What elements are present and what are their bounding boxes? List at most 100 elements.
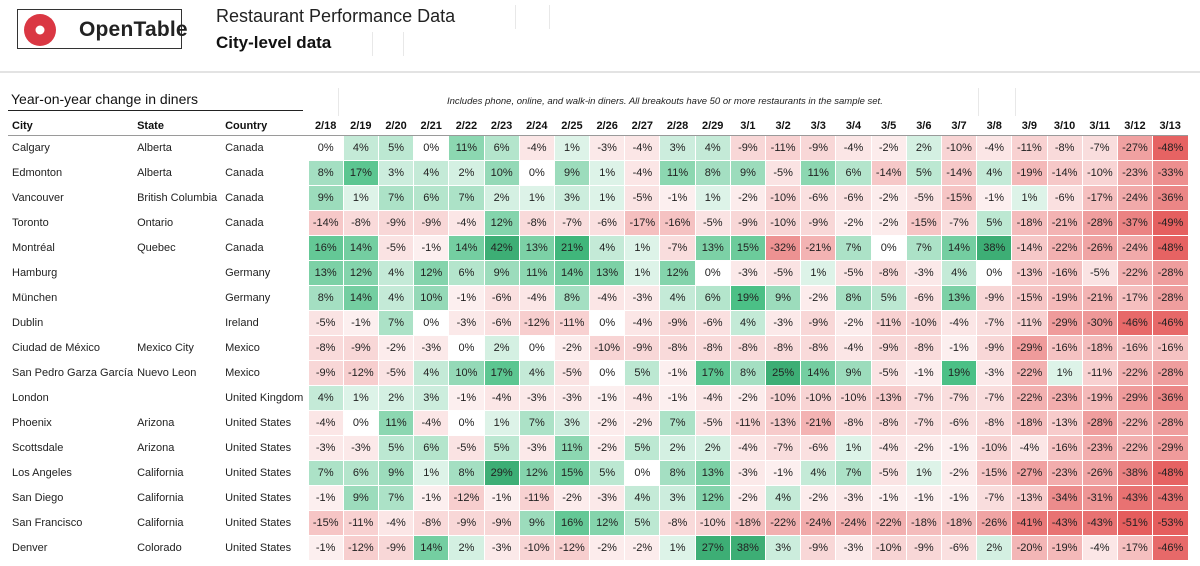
heatmap-cell: 4% <box>377 260 414 286</box>
heatmap-cell: 9% <box>342 485 379 511</box>
heatmap-cell: -7% <box>659 235 696 261</box>
heatmap-cell: 5% <box>483 435 520 461</box>
heatmap-cell: 1% <box>553 135 590 161</box>
heatmap-cell: 7% <box>905 235 942 261</box>
heatmap-cell: 14% <box>553 260 590 286</box>
heatmap-cell: -5% <box>624 185 660 211</box>
heatmap-cell: -1% <box>976 185 1012 211</box>
heatmap-cell: -34% <box>1046 485 1083 511</box>
heatmap-cell: -13% <box>764 410 801 436</box>
heatmap-cell: 12% <box>589 510 625 536</box>
heatmap-cell: 0% <box>307 135 344 161</box>
row-country: Canada <box>221 135 309 161</box>
heatmap-cell: -2% <box>624 535 660 561</box>
heatmap-cell: -2% <box>835 210 872 236</box>
heatmap-cell: -4% <box>1011 435 1047 461</box>
row-city: San Diego <box>8 485 134 511</box>
heatmap-cell: 12% <box>694 485 731 511</box>
row-state <box>133 385 222 411</box>
heatmap-cell: -19% <box>1081 385 1118 411</box>
row-state: Arizona <box>133 410 222 436</box>
heatmap-cell: -26% <box>1081 235 1118 261</box>
row-country: United States <box>221 485 309 511</box>
date-tick-label: 3/9 <box>1011 116 1047 136</box>
heatmap-cell: -4% <box>870 435 907 461</box>
diners-heatmap-table: City State Country 2/18 2/19 2/20 2/21 2/22 2/23… <box>8 116 1188 561</box>
heatmap-cell: -9% <box>976 335 1012 361</box>
heatmap-cell: -18% <box>940 510 977 536</box>
heatmap-cell: -5% <box>870 460 907 486</box>
heatmap-cell: 15% <box>553 460 590 486</box>
heatmap-cell: 11% <box>553 435 590 461</box>
heatmap-cell: 2% <box>483 335 520 361</box>
heatmap-cell: -8% <box>976 410 1012 436</box>
column-header-state: State <box>133 116 222 136</box>
heatmap-cell: -3% <box>624 285 660 311</box>
table-row: Phoenix Arizona United States -4% 0% 11% -4% 0%… <box>8 410 1188 436</box>
heatmap-cell: -8% <box>835 410 872 436</box>
heatmap-cell: -10% <box>800 385 836 411</box>
date-tick-label: 2/26 <box>589 116 625 136</box>
row-city: Los Angeles <box>8 460 134 486</box>
row-country: United States <box>221 435 309 461</box>
heatmap-cell: -1% <box>940 335 977 361</box>
heatmap-cell: -7% <box>1081 135 1118 161</box>
heatmap-cell: 2% <box>976 535 1012 561</box>
heatmap-cell: 8% <box>694 160 731 186</box>
heatmap-cell: -36% <box>1152 385 1188 411</box>
heatmap-cell: -2% <box>905 435 942 461</box>
heatmap-cell: -4% <box>1081 535 1118 561</box>
heatmap-cell: -4% <box>624 385 660 411</box>
heatmap-cell: -1% <box>870 485 907 511</box>
row-country: United States <box>221 460 309 486</box>
header-gridline <box>1015 88 1016 116</box>
heatmap-cell: 9% <box>553 160 590 186</box>
heatmap-cell: -11% <box>729 410 766 436</box>
heatmap-cell: 3% <box>553 185 590 211</box>
row-state: Arizona <box>133 435 222 461</box>
date-tick-label: 2/23 <box>484 116 520 136</box>
heatmap-cell: 7% <box>659 410 696 436</box>
heatmap-cell: -11% <box>342 510 379 536</box>
heatmap-cell: 7% <box>448 185 484 211</box>
heatmap-cell: -11% <box>1011 135 1047 161</box>
heatmap-cell: 0% <box>413 310 449 336</box>
heatmap-cell: -9% <box>729 210 766 236</box>
heatmap-cell: -16% <box>1152 335 1188 361</box>
heatmap-cell: 3% <box>553 410 590 436</box>
heatmap-cell: 11% <box>518 260 555 286</box>
date-tick-label: 2/24 <box>519 116 555 136</box>
opentable-logo[interactable]: OpenTable <box>17 9 188 49</box>
heatmap-cell: 6% <box>835 160 872 186</box>
heatmap-cell: -22% <box>1116 435 1153 461</box>
heatmap-cell: -28% <box>1152 360 1188 386</box>
sample-note: Includes phone, online, and walk-in dine… <box>447 96 883 107</box>
heatmap-cell: 0% <box>589 360 625 386</box>
heatmap-cell: -22% <box>1011 360 1047 386</box>
date-tick-label: 2/18 <box>308 116 344 136</box>
heatmap-cell: 1% <box>589 185 625 211</box>
heatmap-cell: -2% <box>870 210 907 236</box>
heatmap-cell: -5% <box>377 235 414 261</box>
heatmap-cell: -3% <box>483 535 520 561</box>
heatmap-cell: -9% <box>483 510 520 536</box>
heatmap-cell: -6% <box>483 285 520 311</box>
heatmap-cell: -8% <box>870 260 907 286</box>
row-country: Mexico <box>221 335 309 361</box>
heatmap-cell: -3% <box>448 310 484 336</box>
heatmap-cell: -1% <box>659 360 696 386</box>
heatmap-cell: -7% <box>764 435 801 461</box>
row-city: Edmonton <box>8 160 134 186</box>
heatmap-cell: -19% <box>1046 285 1083 311</box>
heatmap-cell: 4% <box>624 485 660 511</box>
heatmap-cell: 7% <box>518 410 555 436</box>
heatmap-cell: -48% <box>1152 135 1188 161</box>
heatmap-cell: -37% <box>1116 210 1153 236</box>
heatmap-cell: -15% <box>940 185 977 211</box>
heatmap-cell: -4% <box>448 210 484 236</box>
heatmap-cell: 4% <box>694 135 731 161</box>
heatmap-cell: -1% <box>905 360 942 386</box>
heatmap-cell: 2% <box>483 185 520 211</box>
row-country: Canada <box>221 185 309 211</box>
section-underline <box>8 110 303 111</box>
